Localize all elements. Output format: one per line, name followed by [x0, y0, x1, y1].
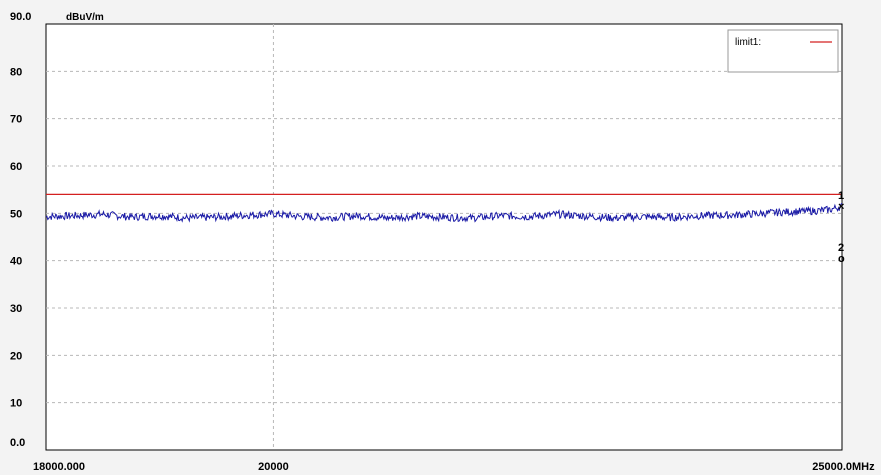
- marker-label: 2: [838, 242, 844, 254]
- grid: [46, 24, 842, 450]
- plot-area: [45, 23, 843, 451]
- y-tick-label: 90.0: [10, 11, 31, 23]
- x-axis-unit-label: MHz: [852, 461, 875, 473]
- x-tick-label: 18000.000: [33, 461, 85, 473]
- y-tick-label: 70: [10, 114, 22, 126]
- y-tick-label: 0.0: [10, 437, 25, 449]
- legend[interactable]: limit1:: [727, 29, 839, 73]
- x-tick-labels: 18000.000 20000 25000.0: [33, 461, 852, 473]
- x-tick-label: 25000.0: [812, 461, 852, 473]
- legend-box: [727, 29, 839, 73]
- legend-entry-label: limit1:: [735, 37, 761, 48]
- y-tick-label: 50: [10, 208, 22, 220]
- marker-cross-icon: ×: [838, 201, 844, 213]
- y-tick-label: 40: [10, 256, 22, 268]
- y-tick-label: 20: [10, 350, 22, 362]
- y-axis-unit-label: dBuV/m: [66, 12, 104, 23]
- y-tick-labels: 0.0 10 20 30 40 50 60 70 80 90.0: [10, 11, 31, 449]
- marker-circle-icon: o: [838, 253, 845, 265]
- y-tick-label: 10: [10, 398, 22, 410]
- y-tick-label: 80: [10, 66, 22, 78]
- y-tick-label: 60: [10, 161, 22, 173]
- markers: 1× 2o: [838, 190, 845, 265]
- series-line: [45, 202, 843, 223]
- marker-label: 1: [838, 190, 844, 202]
- y-tick-label: 30: [10, 303, 22, 315]
- x-tick-label: 20000: [258, 461, 289, 473]
